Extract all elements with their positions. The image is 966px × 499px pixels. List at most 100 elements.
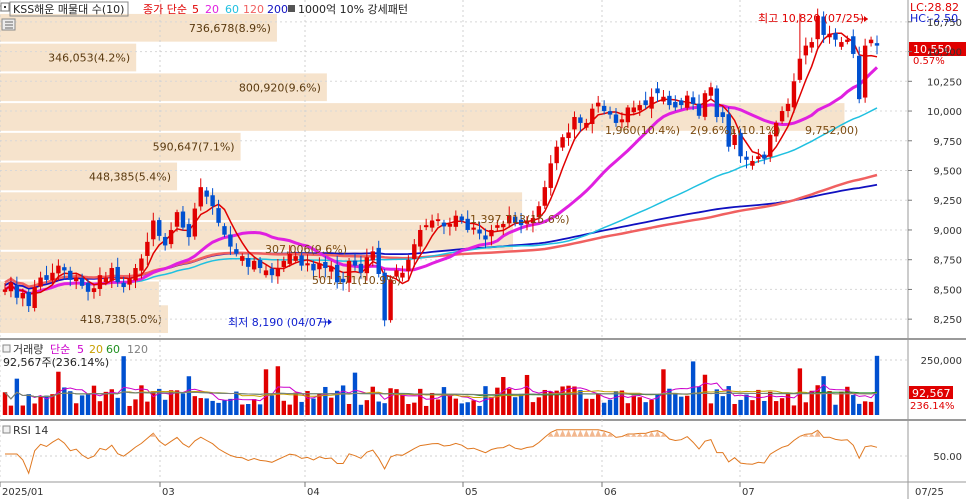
candle-body	[311, 263, 316, 271]
candle-body	[821, 16, 826, 35]
volume-bar	[394, 389, 399, 415]
ma-60-line	[4, 107, 878, 295]
volume-bar	[192, 396, 198, 415]
volume-badge-value: 92,567	[912, 387, 951, 400]
volume-bar	[768, 391, 773, 415]
volume-bar	[732, 403, 737, 415]
price-badge	[909, 42, 966, 56]
volume-bar	[489, 397, 494, 415]
candle-body	[447, 224, 453, 227]
overlay-annotations: 1,960(10.4%) 2(9.6%) 1(10.1%) 9,752,00) …	[265, 124, 858, 287]
volume-bar	[329, 397, 334, 415]
volume-bar	[133, 399, 138, 415]
rsi-panel[interactable]	[0, 423, 908, 480]
volume-bar	[756, 389, 761, 415]
volume-bar	[625, 403, 631, 415]
volume-bar	[750, 400, 755, 415]
volume-bar	[548, 391, 553, 415]
volume-bar	[418, 388, 423, 415]
volume-profile-label: 736,678(8.9%)	[189, 22, 271, 35]
volume-bar	[281, 400, 287, 415]
volume-bar	[791, 405, 797, 415]
volume-bar	[495, 387, 500, 415]
vol-ma-prefix: 단순	[50, 343, 70, 356]
candle-body	[441, 222, 447, 227]
overlay-text: 1,960(10.4%)	[605, 124, 680, 137]
volume-bar	[127, 405, 132, 415]
candle-body	[684, 95, 690, 108]
volume-bar	[400, 394, 405, 415]
candle-body	[340, 278, 346, 283]
candle-body	[667, 95, 672, 106]
volume-bar	[311, 398, 316, 415]
candle-body	[139, 258, 144, 271]
candle-body	[548, 163, 553, 188]
volume-bar	[601, 402, 607, 415]
volume-bar	[578, 390, 583, 415]
volume-bar	[334, 390, 340, 415]
volume-profile-label: 590,647(7.1%)	[153, 141, 235, 154]
axes: 10,750 10,500 10,250 10,000 9,750 9,500 9,250 9…	[0, 18, 962, 498]
ma-200: 200	[267, 3, 288, 16]
candle-body	[2, 289, 8, 292]
volume-bar	[684, 395, 690, 415]
volume-bar	[714, 389, 720, 415]
volume-bar	[613, 391, 619, 415]
volume-bar	[435, 399, 441, 415]
volume-bar	[228, 398, 233, 415]
candle-body	[631, 107, 636, 113]
candle-body	[868, 39, 874, 44]
volume-bar	[287, 404, 292, 415]
candle-body	[251, 260, 257, 270]
volume-bar	[708, 403, 714, 415]
volume-bar	[73, 403, 79, 415]
candle-body	[483, 235, 488, 240]
volume-bar	[222, 400, 227, 415]
volume-bar	[507, 388, 512, 415]
low-annotation: 최저 8,190 (04/07)	[228, 316, 332, 329]
candle-body	[453, 215, 459, 227]
candle-body	[566, 132, 571, 139]
volume-bar	[346, 403, 352, 415]
vol-ma-5: 5	[77, 343, 84, 356]
volume-bar	[257, 404, 263, 415]
volume-bar	[412, 402, 417, 415]
volume-profile-label: 800,920(9.6%)	[239, 81, 321, 94]
volume-profile-bar	[0, 13, 277, 42]
volume-bar	[595, 394, 601, 415]
candle-body	[773, 122, 779, 137]
lc-badge: LC:28.82	[910, 1, 959, 14]
current-price: 10,550	[913, 43, 952, 56]
y-tick-label: 10,750	[927, 18, 962, 29]
candle-body	[97, 275, 103, 289]
volume-bar	[815, 385, 820, 415]
candle-body	[228, 234, 233, 247]
volume-bar	[115, 397, 120, 415]
volume-bar	[8, 405, 14, 415]
volume-profile-bar	[0, 305, 168, 334]
candle-body	[400, 272, 405, 278]
ma-120-line	[4, 173, 878, 289]
candle-body	[673, 101, 678, 108]
x-tick-label: 06	[604, 487, 617, 498]
volume-bar	[109, 389, 114, 415]
overlay-text: 1(10.1%)	[730, 124, 781, 137]
overlay-text: 2(9.6%)	[690, 124, 734, 137]
volume-current: 92,567주(236.14%)	[3, 356, 109, 369]
candle-body	[73, 277, 79, 282]
volume-bar	[483, 386, 488, 415]
candle-body	[720, 112, 725, 117]
candle-body	[827, 33, 832, 38]
candle-body	[62, 267, 67, 271]
overlay-text: 307,006(9.6%)	[265, 243, 347, 256]
candle-body	[38, 277, 43, 287]
volume-bar	[246, 404, 251, 415]
candle-body	[44, 275, 49, 280]
volume-bar	[91, 385, 97, 415]
volume-bar	[501, 377, 506, 415]
volume-bar	[358, 404, 364, 415]
y-tick-label: 9,000	[933, 226, 962, 237]
candle-body	[394, 270, 399, 277]
